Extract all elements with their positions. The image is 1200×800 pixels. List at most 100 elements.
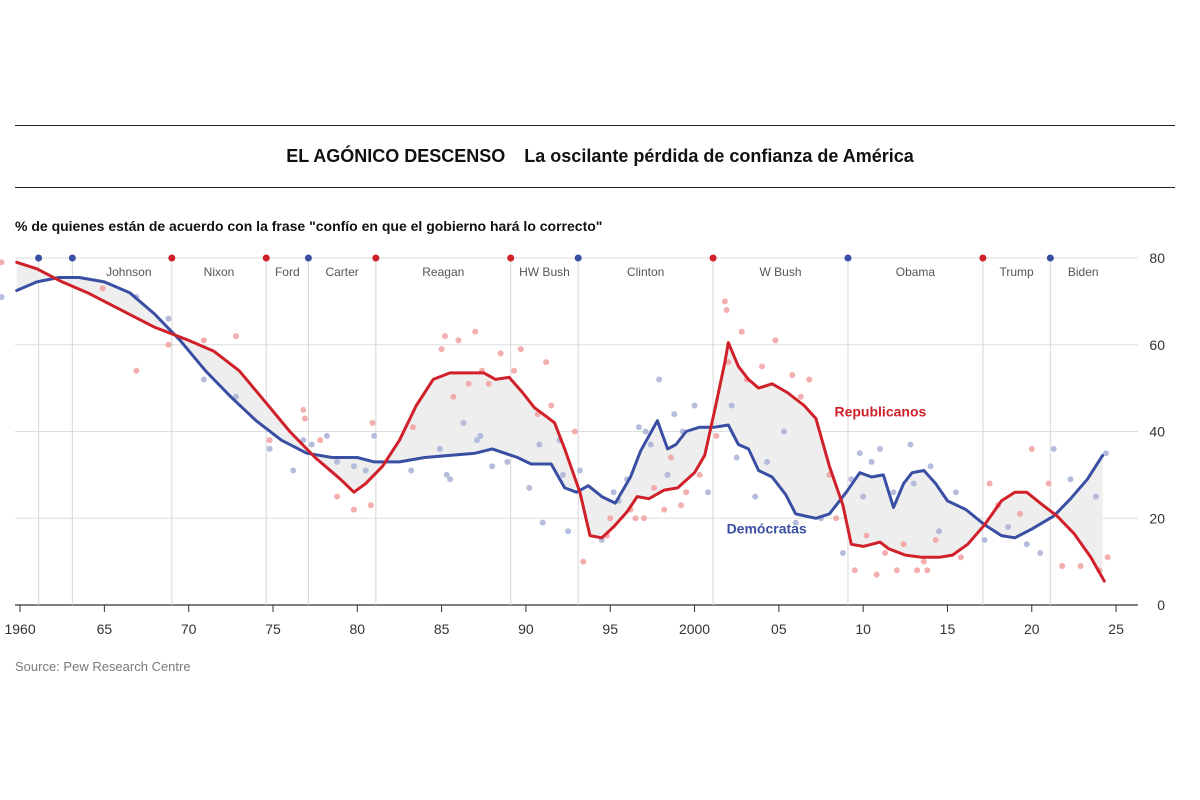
republican-survey-point <box>334 493 341 500</box>
democrat-survey-point <box>780 428 787 435</box>
republican-survey-point <box>738 328 745 335</box>
republican-survey-point <box>932 536 939 543</box>
republican-survey-point <box>580 558 587 565</box>
republican-survey-point <box>900 541 907 548</box>
republican-survey-point <box>450 393 457 400</box>
republican-survey-point <box>133 367 140 374</box>
democrat-survey-point <box>560 471 567 478</box>
president-label: Obama <box>896 265 936 279</box>
democrat-survey-point <box>443 471 450 478</box>
republican-survey-point <box>1104 554 1111 561</box>
republican-survey-point <box>317 437 324 444</box>
republican-survey-point <box>632 515 639 522</box>
democrat-survey-point <box>868 458 875 465</box>
republican-survey-point <box>266 437 273 444</box>
democrat-survey-point <box>952 489 959 496</box>
republican-survey-point <box>1045 480 1052 487</box>
republican-survey-point <box>893 567 900 574</box>
democrat-survey-point <box>447 476 454 483</box>
republican-survey-point <box>882 549 889 556</box>
democrat-survey-point <box>733 454 740 461</box>
democrat-survey-point <box>656 376 663 383</box>
democrat-survey-point <box>371 432 378 439</box>
democrat-survey-point <box>300 437 307 444</box>
x-tick-label: 75 <box>265 621 281 637</box>
republican-survey-point <box>1059 562 1066 569</box>
democrat-survey-point <box>408 467 415 474</box>
republican-survey-point <box>607 515 614 522</box>
republican-survey-point <box>806 376 813 383</box>
republican-survey-point <box>367 502 374 509</box>
x-tick-label: 25 <box>1108 621 1124 637</box>
democrat-survey-point <box>576 467 583 474</box>
democrat-survey-point <box>936 528 943 535</box>
header-top-rule <box>15 125 1175 126</box>
republican-survey-point <box>438 346 445 353</box>
democrat-survey-point <box>565 528 572 535</box>
democrat-survey-point <box>308 441 315 448</box>
term-marker-dot <box>1046 254 1054 262</box>
republican-survey-point <box>772 337 779 344</box>
x-tick-label: 90 <box>518 621 534 637</box>
democrat-survey-point <box>642 428 649 435</box>
president-label: Johnson <box>106 265 151 279</box>
republican-survey-point <box>441 333 448 340</box>
republican-survey-point <box>300 406 307 413</box>
democrat-survey-point <box>436 445 443 452</box>
democrat-survey-point <box>907 441 914 448</box>
democrat-survey-point <box>504 458 511 465</box>
term-marker-dot <box>35 254 43 262</box>
x-tick-label: 70 <box>181 621 197 637</box>
x-tick-label: 95 <box>602 621 618 637</box>
republican-survey-point <box>1028 445 1035 452</box>
y-tick-label: 60 <box>1149 337 1165 353</box>
republican-survey-point <box>517 346 524 353</box>
democrat-survey-point <box>705 489 712 496</box>
source-note: Source: Pew Research Centre <box>15 659 191 674</box>
democrat-survey-point <box>856 450 863 457</box>
democrat-survey-point <box>539 519 546 526</box>
republican-survey-point <box>472 328 479 335</box>
y-tick-label: 80 <box>1149 250 1165 266</box>
democrat-survey-point <box>323 432 330 439</box>
chart-subhead: La oscilante pérdida de confianza de Amé… <box>524 146 914 166</box>
democrat-survey-point <box>691 402 698 409</box>
president-label: Trump <box>999 265 1034 279</box>
democrat-survey-point <box>350 463 357 470</box>
democrat-survey-point <box>1092 493 1099 500</box>
democrat-survey-point <box>266 445 273 452</box>
republican-survey-point <box>683 489 690 496</box>
democrat-survey-point <box>877 445 884 452</box>
republican-survey-point <box>721 298 728 305</box>
republican-survey-point <box>99 285 106 292</box>
democrat-survey-point <box>764 458 771 465</box>
democrats-label: Demócratas <box>727 520 807 536</box>
term-marker-dot <box>507 254 515 262</box>
democrat-survey-point <box>290 467 297 474</box>
republican-survey-point <box>873 571 880 578</box>
republican-survey-point <box>678 502 685 509</box>
republican-survey-point <box>350 506 357 513</box>
democrats-line <box>15 276 1105 540</box>
x-tick-label: 2000 <box>679 621 710 637</box>
republican-survey-point <box>789 372 796 379</box>
democrat-survey-point <box>362 467 369 474</box>
president-label: Clinton <box>627 265 664 279</box>
republican-survey-point <box>640 515 647 522</box>
republican-survey-point <box>851 567 858 574</box>
term-marker-dot <box>979 254 987 262</box>
y-tick-label: 20 <box>1149 510 1165 526</box>
democrat-survey-point <box>910 480 917 487</box>
republican-survey-point <box>920 558 927 565</box>
democrat-survey-point <box>610 489 617 496</box>
democrat-survey-point <box>1050 445 1057 452</box>
republican-survey-point <box>924 567 931 574</box>
democrat-survey-point <box>477 432 484 439</box>
republican-survey-point <box>725 359 732 366</box>
republican-survey-point <box>369 419 376 426</box>
republican-survey-point <box>511 367 518 374</box>
republican-survey-point <box>571 428 578 435</box>
democrat-survey-point <box>1005 523 1012 530</box>
president-label: W Bush <box>760 265 802 279</box>
republicans-label: Republicanos <box>834 403 926 419</box>
